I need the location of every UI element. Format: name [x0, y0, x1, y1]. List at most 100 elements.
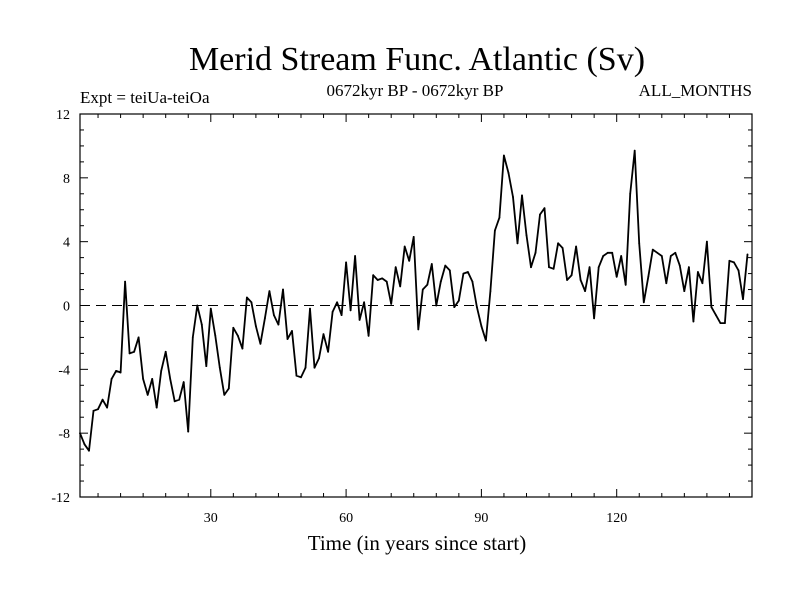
data-point — [209, 307, 212, 310]
data-point — [205, 365, 208, 367]
data-point — [259, 342, 262, 345]
data-point — [376, 279, 379, 281]
data-point — [669, 255, 672, 257]
data-point — [534, 251, 537, 254]
data-point — [250, 301, 253, 304]
data-point — [561, 247, 564, 249]
data-point — [241, 347, 244, 350]
data-point — [399, 285, 402, 288]
data-point — [128, 352, 131, 355]
data-point — [728, 259, 731, 262]
data-point — [282, 288, 284, 291]
data-point — [746, 253, 749, 256]
data-point — [223, 394, 226, 396]
data-point — [232, 326, 235, 329]
data-point — [237, 334, 239, 337]
data-point — [214, 334, 217, 337]
data-point — [227, 387, 230, 390]
data-point — [724, 322, 726, 324]
data-point — [412, 236, 415, 238]
data-point — [498, 216, 501, 219]
data-point — [124, 280, 126, 283]
x-tick-label: 30 — [204, 511, 218, 526]
data-point — [169, 378, 172, 380]
period-label: 0672kyr BP - 0672kyr BP — [327, 81, 504, 100]
data-point — [88, 449, 90, 452]
data-point — [584, 290, 586, 292]
data-point — [349, 309, 352, 312]
data-point — [697, 271, 699, 273]
data-point — [151, 378, 154, 380]
data-point — [638, 242, 641, 245]
data-point — [200, 323, 203, 326]
data-point — [742, 298, 744, 300]
y-tick-label: 4 — [63, 236, 70, 251]
data-point — [656, 251, 659, 254]
data-point — [430, 263, 433, 265]
axis-ticks — [80, 113, 753, 498]
data-point — [273, 314, 275, 316]
data-point — [674, 251, 677, 254]
data-point — [372, 274, 375, 277]
x-tick-label: 90 — [474, 511, 488, 526]
data-point — [255, 325, 257, 328]
data-point — [516, 242, 519, 245]
data-point — [588, 266, 591, 269]
y-tick-label: 0 — [63, 300, 70, 315]
data-point — [196, 304, 199, 307]
data-point — [264, 317, 266, 320]
data-point — [291, 330, 293, 332]
data-point — [92, 409, 95, 412]
data-point — [733, 261, 735, 264]
data-point — [633, 149, 636, 152]
chart-title: Merid Stream Func. Atlantic (Sv) — [189, 41, 645, 78]
data-point — [119, 371, 122, 374]
data-point — [476, 306, 478, 308]
data-point — [557, 242, 559, 245]
data-point — [187, 430, 190, 433]
data-point — [471, 280, 474, 283]
data-point — [408, 259, 411, 262]
data-point — [701, 282, 704, 285]
data-point — [367, 334, 370, 337]
data-point — [286, 338, 289, 340]
data-point — [331, 311, 334, 313]
data-point — [570, 274, 573, 277]
x-tick-label: 60 — [339, 511, 353, 526]
data-point — [688, 266, 690, 269]
data-point — [543, 207, 546, 210]
data-point — [218, 366, 221, 369]
data-point — [304, 366, 307, 369]
data-point — [575, 245, 577, 248]
data-point — [354, 255, 356, 257]
data-point — [453, 306, 456, 308]
data-point — [110, 378, 113, 380]
data-point — [363, 301, 365, 304]
data-point — [137, 336, 140, 339]
data-point — [155, 406, 158, 409]
data-point — [390, 303, 393, 305]
data-point — [521, 194, 523, 197]
data-point — [340, 314, 343, 316]
data-point — [611, 251, 614, 254]
data-point — [146, 394, 149, 396]
data-point — [106, 406, 108, 409]
data-point — [678, 264, 681, 267]
series-points — [79, 149, 749, 452]
data-point — [142, 378, 145, 380]
data-point — [706, 240, 708, 243]
data-point — [530, 266, 532, 269]
data-point — [606, 251, 609, 254]
data-point — [660, 255, 663, 257]
data-point — [309, 307, 311, 310]
data-point — [300, 376, 302, 379]
data-point — [101, 398, 104, 401]
data-point — [403, 245, 406, 248]
data-point — [602, 255, 605, 257]
data-point — [620, 255, 623, 257]
data-point — [539, 213, 541, 216]
data-point — [336, 301, 338, 304]
data-point — [503, 154, 505, 157]
data-point — [182, 381, 185, 383]
